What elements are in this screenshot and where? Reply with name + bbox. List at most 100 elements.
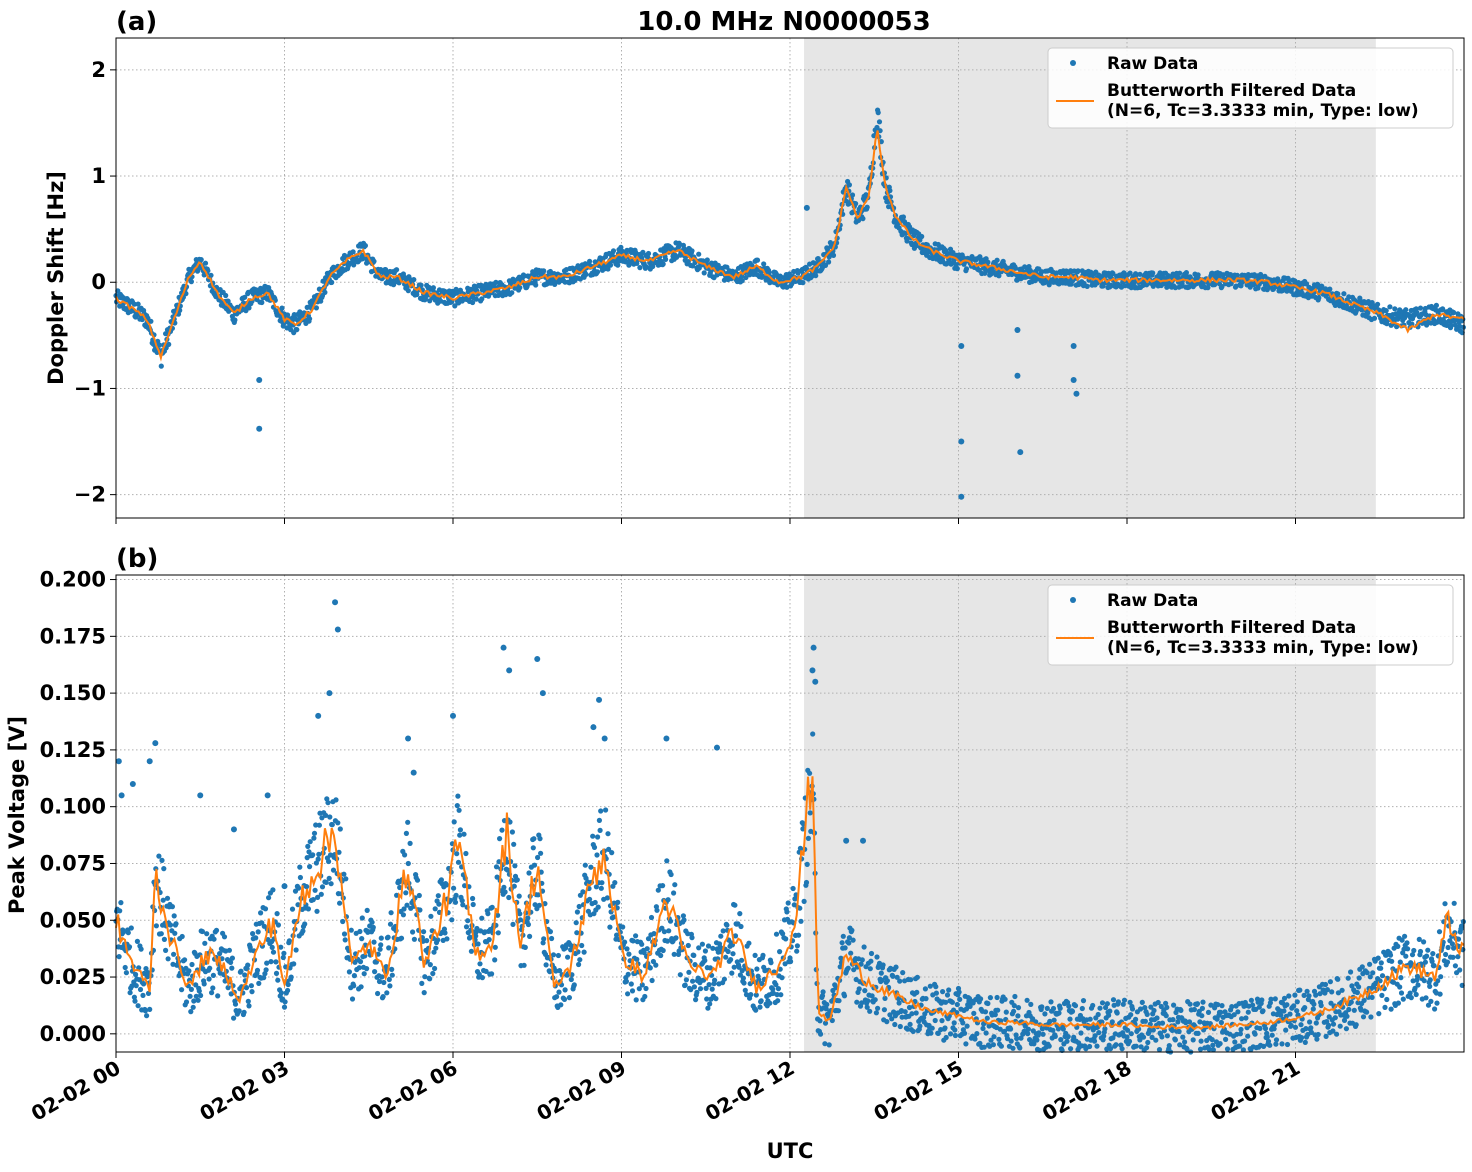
raw-data-point (1197, 1046, 1204, 1052)
raw-data-point (605, 266, 611, 272)
raw-data-point (731, 964, 737, 970)
raw-data-point (254, 967, 261, 973)
raw-data-point (1075, 268, 1081, 274)
raw-data-point (1452, 963, 1458, 969)
raw-data-point (1040, 1031, 1046, 1037)
raw-data-point (485, 911, 491, 917)
raw-data-point (242, 294, 248, 300)
raw-data-point (1109, 1019, 1115, 1025)
raw-data-point (210, 985, 216, 991)
raw-data-point (663, 735, 670, 742)
raw-data-point (1409, 952, 1416, 958)
raw-data-point (985, 259, 991, 265)
raw-data-point (753, 1007, 759, 1013)
raw-data-point (1245, 1009, 1251, 1015)
legend-filtered-label: (N=6, Tc=3.3333 min, Type: low) (1107, 638, 1419, 658)
raw-data-point (483, 968, 489, 975)
raw-data-point (229, 965, 235, 971)
raw-data-point (313, 860, 319, 866)
raw-data-point (1348, 969, 1354, 975)
raw-data-point (268, 959, 274, 965)
raw-data-point (637, 265, 643, 271)
raw-data-point (1039, 1026, 1045, 1032)
raw-data-point (878, 970, 884, 976)
raw-data-point (1198, 1038, 1204, 1044)
raw-data-point (402, 852, 408, 858)
panel-b-y-ticks: 0.0000.0250.0500.0750.1000.1250.1500.175… (40, 568, 116, 1046)
raw-data-point (179, 933, 185, 940)
raw-data-point (1291, 1003, 1297, 1009)
raw-data-point (1450, 954, 1456, 960)
raw-data-point (1442, 901, 1448, 907)
raw-data-point (295, 902, 301, 908)
raw-data-point (1310, 1006, 1316, 1012)
raw-data-point (1210, 1042, 1216, 1048)
raw-data-point (1389, 958, 1395, 964)
raw-data-point (1039, 1004, 1045, 1010)
raw-data-point (517, 285, 523, 291)
raw-data-point (198, 257, 204, 263)
raw-data-point (388, 910, 394, 916)
raw-data-point (1399, 937, 1405, 943)
raw-data-point (1277, 1008, 1283, 1014)
raw-data-point (512, 863, 518, 869)
raw-data-point (278, 990, 284, 996)
raw-data-point (380, 994, 386, 1000)
raw-data-point (274, 911, 280, 917)
raw-data-point (1318, 1002, 1324, 1009)
raw-data-point (928, 1030, 934, 1036)
raw-data-point (707, 1001, 713, 1007)
raw-data-point (169, 904, 175, 910)
raw-data-point (286, 938, 292, 944)
raw-data-point (1017, 1045, 1023, 1051)
raw-data-point (1024, 997, 1030, 1003)
raw-data-point (649, 977, 655, 984)
raw-data-point (766, 269, 772, 276)
raw-data-point (1004, 1036, 1011, 1042)
raw-data-point (730, 951, 736, 957)
filtered-data-line (115, 130, 1465, 362)
raw-data-point (280, 954, 286, 961)
raw-data-point (573, 920, 579, 926)
raw-data-point (1301, 992, 1307, 999)
raw-data-point (457, 827, 463, 833)
raw-data-point (313, 305, 319, 311)
raw-data-point (1052, 1033, 1058, 1039)
raw-data-point (879, 977, 885, 983)
raw-data-point (538, 850, 544, 856)
raw-data-point (867, 1008, 873, 1014)
raw-data-point (1008, 1038, 1014, 1044)
raw-data-point (1400, 996, 1406, 1002)
raw-data-point (359, 936, 365, 942)
raw-data-point (555, 952, 562, 959)
raw-data-point (474, 925, 480, 932)
raw-data-point (451, 885, 457, 891)
raw-data-point (1242, 1038, 1248, 1044)
raw-data-point (1262, 1025, 1269, 1032)
raw-data-point (1279, 1041, 1285, 1047)
raw-data-point (316, 851, 322, 857)
raw-data-point (514, 877, 520, 883)
raw-data-point (378, 935, 384, 941)
raw-data-point (594, 852, 600, 858)
raw-data-point (255, 929, 261, 935)
legend-raw-marker (1070, 597, 1076, 603)
raw-data-point (786, 271, 793, 277)
raw-data-point (841, 993, 848, 999)
raw-data-point (156, 853, 162, 859)
raw-data-point (213, 927, 220, 934)
raw-data-point (188, 1009, 194, 1015)
raw-data-point (732, 933, 739, 939)
raw-data-point (838, 955, 844, 961)
raw-data-point (1094, 1043, 1100, 1049)
raw-data-point (403, 830, 409, 837)
raw-data-point (1215, 1002, 1221, 1008)
raw-data-point (590, 724, 597, 731)
raw-data-point (186, 968, 192, 974)
raw-data-point (810, 731, 816, 737)
raw-data-point (202, 260, 209, 266)
raw-data-point (473, 933, 479, 939)
raw-data-point (161, 936, 167, 943)
raw-data-point (1219, 283, 1225, 290)
